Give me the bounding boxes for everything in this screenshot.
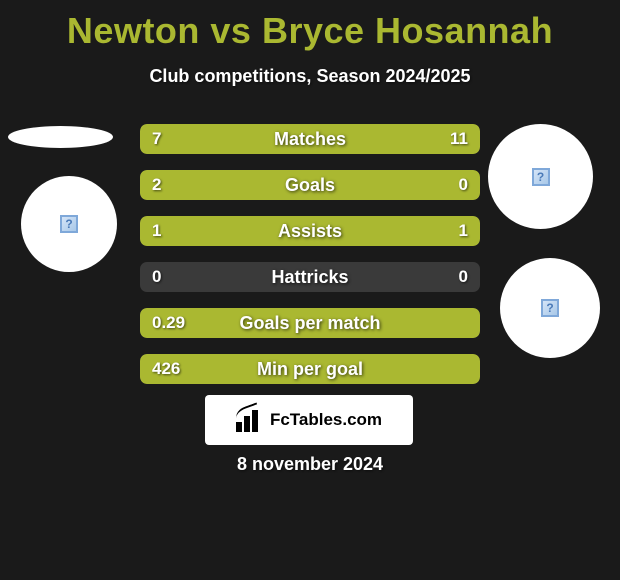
stat-row: 7 Matches 11 xyxy=(140,124,480,154)
branding-badge: FcTables.com xyxy=(205,395,413,445)
decoration-circle: ? xyxy=(500,258,600,358)
placeholder-icon: ? xyxy=(541,299,559,317)
stat-row: 0.29 Goals per match xyxy=(140,308,480,338)
player-left-avatar: ? xyxy=(21,176,117,272)
page-subtitle: Club competitions, Season 2024/2025 xyxy=(0,66,620,87)
bar-chart-icon xyxy=(236,408,264,432)
stat-label: Goals per match xyxy=(140,308,480,338)
date-label: 8 november 2024 xyxy=(0,454,620,475)
stat-row: 1 Assists 1 xyxy=(140,216,480,246)
stat-label: Goals xyxy=(140,170,480,200)
page-title: Newton vs Bryce Hosannah xyxy=(0,0,620,52)
comparison-chart: 7 Matches 11 2 Goals 0 1 Assists 1 0 Hat… xyxy=(140,124,480,400)
stat-label: Min per goal xyxy=(140,354,480,384)
stat-row: 0 Hattricks 0 xyxy=(140,262,480,292)
stat-label: Matches xyxy=(140,124,480,154)
placeholder-icon: ? xyxy=(532,168,550,186)
stat-label: Hattricks xyxy=(140,262,480,292)
stat-row: 426 Min per goal xyxy=(140,354,480,384)
player-right-avatar: ? xyxy=(488,124,593,229)
placeholder-icon: ? xyxy=(60,215,78,233)
stat-row: 2 Goals 0 xyxy=(140,170,480,200)
branding-text: FcTables.com xyxy=(270,410,382,430)
decoration-ellipse xyxy=(8,126,113,148)
stat-label: Assists xyxy=(140,216,480,246)
